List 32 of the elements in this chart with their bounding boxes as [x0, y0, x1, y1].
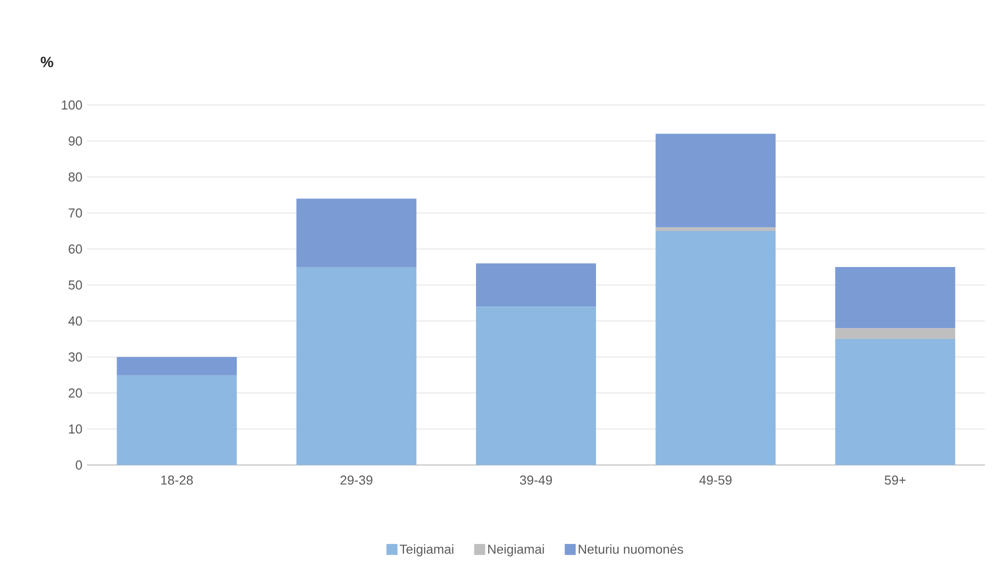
y-tick-label: 90 — [68, 136, 82, 146]
bar — [116, 357, 237, 375]
x-tick-label: 49-59 — [699, 476, 732, 485]
legend-label: Neigiamai — [488, 544, 544, 556]
x-tick-label: 18-28 — [161, 476, 193, 485]
y-axis-title: % — [40, 56, 54, 68]
bar — [656, 227, 776, 231]
bar — [835, 266, 956, 328]
y-tick-label: 50 — [68, 280, 82, 290]
x-tick-label: 59+ — [884, 476, 906, 485]
x-tick-label: 39-49 — [520, 476, 552, 485]
legend-label: Teigiamai — [400, 544, 454, 556]
bar — [296, 266, 416, 465]
y-tick-label: 60 — [68, 244, 82, 254]
y-tick-label: 40 — [68, 316, 82, 326]
bar — [476, 306, 596, 465]
y-tick-label: 70 — [68, 208, 82, 218]
y-tick-label: 10 — [69, 424, 82, 434]
y-tick-label: 20 — [68, 388, 82, 398]
bar — [835, 328, 956, 339]
legend-label: Neturiu nuomonės — [578, 544, 684, 554]
y-tick-label: 30 — [68, 352, 82, 362]
x-tick-label: 29-39 — [340, 476, 372, 485]
y-tick-label: 0 — [76, 460, 82, 470]
bar — [656, 230, 776, 465]
y-tick-label: 100 — [62, 100, 82, 110]
y-tick-label: 80 — [68, 172, 82, 182]
bar — [116, 375, 237, 465]
bar — [476, 263, 596, 307]
bar — [656, 134, 776, 228]
bar — [835, 339, 956, 465]
bar — [296, 198, 416, 267]
